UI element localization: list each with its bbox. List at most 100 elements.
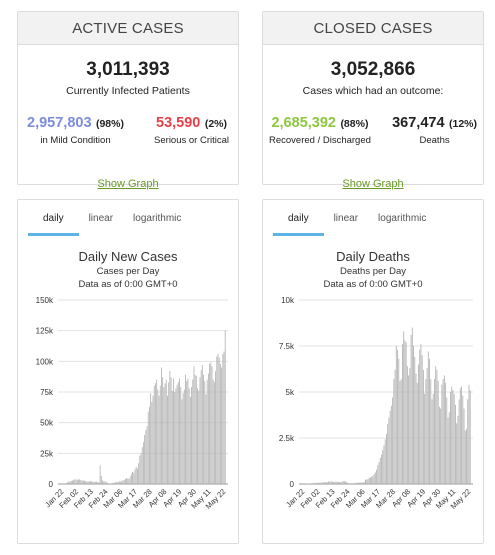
bar[interactable] [108,483,109,484]
bar[interactable] [159,385,161,484]
bar[interactable] [111,483,113,484]
bar[interactable] [393,379,395,484]
bar[interactable] [195,376,197,484]
bar[interactable] [427,351,429,484]
bar[interactable] [329,481,331,484]
bar[interactable] [103,481,105,484]
bar[interactable] [457,415,459,484]
bar[interactable] [384,439,386,484]
bar[interactable] [206,379,208,484]
bar[interactable] [138,463,140,484]
bar[interactable] [155,383,156,484]
bar[interactable] [314,483,316,484]
bar[interactable] [447,417,449,484]
bar[interactable] [75,479,77,484]
bar[interactable] [68,481,70,484]
bar[interactable] [435,366,437,484]
bar[interactable] [398,358,400,484]
bar[interactable] [173,378,174,484]
bar[interactable] [213,382,215,484]
bar[interactable] [69,481,71,484]
bar[interactable] [315,482,317,484]
bar[interactable] [424,393,426,484]
bar[interactable] [352,483,354,484]
bar[interactable] [383,445,385,484]
bar[interactable] [360,482,362,484]
bar[interactable] [180,387,182,484]
bar[interactable] [189,396,191,484]
bar[interactable] [216,356,218,484]
bar[interactable] [106,482,108,484]
bar[interactable] [179,378,180,484]
bar[interactable] [416,382,418,484]
bar[interactable] [114,482,115,484]
bar[interactable] [209,363,211,484]
tab-daily[interactable]: daily [273,200,324,236]
bar[interactable] [335,481,337,485]
bar[interactable] [217,353,219,484]
bar[interactable] [403,331,405,484]
bar[interactable] [365,479,366,484]
bar[interactable] [67,482,69,484]
bar[interactable] [378,462,380,484]
bar[interactable] [175,388,177,484]
bar[interactable] [356,482,358,484]
bar[interactable] [118,481,120,484]
bar[interactable] [389,410,391,484]
bar[interactable] [104,481,106,484]
bar[interactable] [333,482,334,484]
bar[interactable] [149,406,150,484]
bar[interactable] [321,482,323,484]
bar[interactable] [170,377,172,484]
bar[interactable] [157,389,159,484]
bar[interactable] [394,369,396,484]
bar[interactable] [437,380,439,484]
bar[interactable] [464,430,466,484]
bar[interactable] [456,423,458,484]
bar[interactable] [64,483,66,484]
bar[interactable] [419,349,421,484]
tab-linear[interactable]: linear [88,212,114,224]
bar[interactable] [144,434,146,484]
bar[interactable] [408,375,410,484]
bar[interactable] [181,399,183,484]
bar[interactable] [430,379,432,484]
bar[interactable] [123,479,125,484]
bar[interactable] [94,481,96,484]
bar[interactable] [146,426,148,484]
bar[interactable] [76,480,78,484]
bar[interactable] [139,455,141,484]
bar[interactable] [121,480,123,484]
bar[interactable] [87,481,89,484]
bar[interactable] [442,379,444,484]
bar[interactable] [317,482,318,484]
bar[interactable] [91,481,93,484]
bar[interactable] [418,364,419,484]
bar[interactable] [92,481,94,484]
bar[interactable] [461,386,463,484]
bar[interactable] [167,395,168,484]
bar[interactable] [381,454,382,485]
bar[interactable] [130,474,132,484]
bar[interactable] [340,482,342,484]
bar[interactable] [115,482,117,484]
bar[interactable] [404,340,406,484]
closed-show-graph-link[interactable]: Show Graph [342,178,404,190]
bar[interactable] [358,482,360,484]
bar[interactable] [222,353,224,484]
bar[interactable] [185,374,186,484]
bar[interactable] [158,395,160,484]
bar[interactable] [377,465,379,484]
bar[interactable] [469,390,471,484]
bar[interactable] [323,482,325,484]
bar[interactable] [330,481,332,484]
bar[interactable] [409,368,411,484]
bar[interactable] [350,483,352,484]
bar[interactable] [397,349,398,484]
bar[interactable] [355,482,357,484]
bar[interactable] [362,482,364,484]
bar[interactable] [390,405,392,484]
bar[interactable] [212,379,214,484]
bar[interactable] [415,373,417,484]
